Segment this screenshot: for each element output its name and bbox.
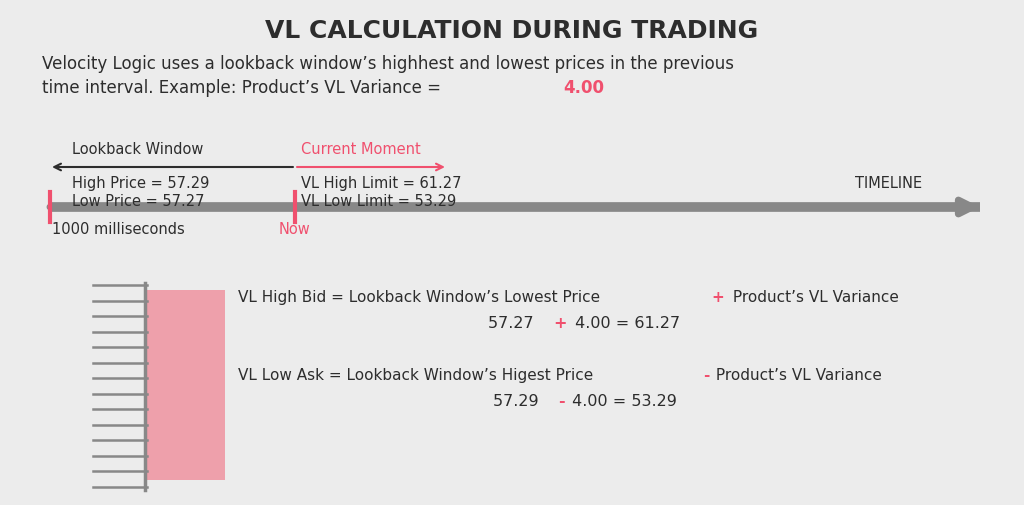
Text: Low Price = 57.27: Low Price = 57.27 <box>72 194 205 209</box>
Text: Product’s VL Variance: Product’s VL Variance <box>728 290 899 305</box>
Text: VL High Bid = Lookback Window’s Lowest Price: VL High Bid = Lookback Window’s Lowest P… <box>238 290 605 305</box>
Text: 1000 milliseconds: 1000 milliseconds <box>52 222 184 237</box>
Bar <box>145 290 225 480</box>
Text: TIMELINE: TIMELINE <box>855 176 923 191</box>
Text: +: + <box>553 316 566 331</box>
Text: -: - <box>558 394 565 409</box>
Text: Velocity Logic uses a lookback window’s highhest and lowest prices in the previo: Velocity Logic uses a lookback window’s … <box>42 55 734 73</box>
Text: Product’s VL Variance: Product’s VL Variance <box>711 368 882 383</box>
Text: Lookback Window: Lookback Window <box>72 142 204 157</box>
Text: 4.00: 4.00 <box>563 79 604 97</box>
Text: Current Moment: Current Moment <box>301 142 421 157</box>
Text: 4.00 = 61.27: 4.00 = 61.27 <box>570 316 681 331</box>
Text: -: - <box>702 368 709 383</box>
Text: Now: Now <box>280 222 311 237</box>
Text: time interval. Example: Product’s VL Variance =: time interval. Example: Product’s VL Var… <box>42 79 446 97</box>
Text: +: + <box>712 290 724 305</box>
Text: 57.27: 57.27 <box>487 316 539 331</box>
Text: VL High Limit = 61.27: VL High Limit = 61.27 <box>301 176 462 191</box>
Text: 57.29: 57.29 <box>493 394 544 409</box>
Text: VL Low Ask = Lookback Window’s Higest Price: VL Low Ask = Lookback Window’s Higest Pr… <box>238 368 598 383</box>
Text: VL CALCULATION DURING TRADING: VL CALCULATION DURING TRADING <box>265 19 759 43</box>
Text: High Price = 57.29: High Price = 57.29 <box>72 176 209 191</box>
Text: VL Low Limit = 53.29: VL Low Limit = 53.29 <box>301 194 457 209</box>
Text: 4.00 = 53.29: 4.00 = 53.29 <box>566 394 677 409</box>
